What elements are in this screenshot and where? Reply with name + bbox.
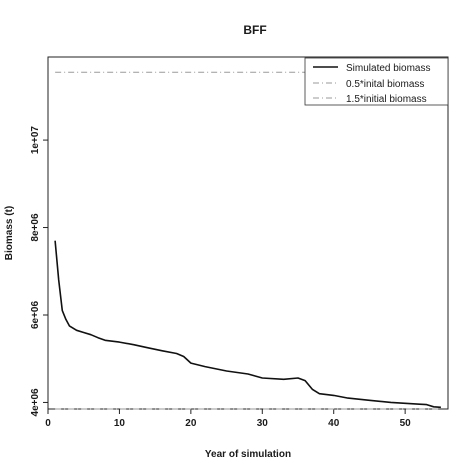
chart-title: BFF [243, 23, 266, 37]
simulated-biomass-line [54, 240, 441, 409]
legend-label-half: 0.5*inital biomass [346, 79, 424, 90]
x-tick-label: 30 [257, 418, 269, 429]
legend-label-simulated: Simulated biomass [346, 63, 430, 74]
y-axis-ticks: 4e+06 6e+06 8e+06 1e+07 [30, 126, 48, 417]
x-tick-label: 0 [45, 418, 51, 429]
x-axis-ticks: 0 10 20 30 40 50 [45, 409, 411, 429]
series-group [54, 71, 441, 410]
plot-frame [47, 56, 449, 410]
y-tick-label: 8e+06 [30, 213, 41, 242]
y-tick-label: 4e+06 [30, 388, 41, 417]
legend-label-onehalf: 1.5*initial biomass [346, 94, 427, 105]
y-axis-label: Biomass (t) [4, 206, 15, 260]
y-tick-label: 6e+06 [30, 301, 41, 330]
legend: Simulated biomass 0.5*inital biomass 1.5… [304, 57, 449, 106]
x-tick-label: 50 [400, 418, 412, 429]
x-tick-label: 20 [185, 418, 197, 429]
y-tick-label: 1e+07 [30, 126, 41, 155]
y-axis-label-group: Biomass (t) [4, 206, 15, 260]
x-tick-label: 10 [114, 418, 126, 429]
legend-box [304, 57, 449, 106]
x-tick-label: 40 [328, 418, 340, 429]
x-axis-label: Year of simulation [205, 449, 291, 460]
